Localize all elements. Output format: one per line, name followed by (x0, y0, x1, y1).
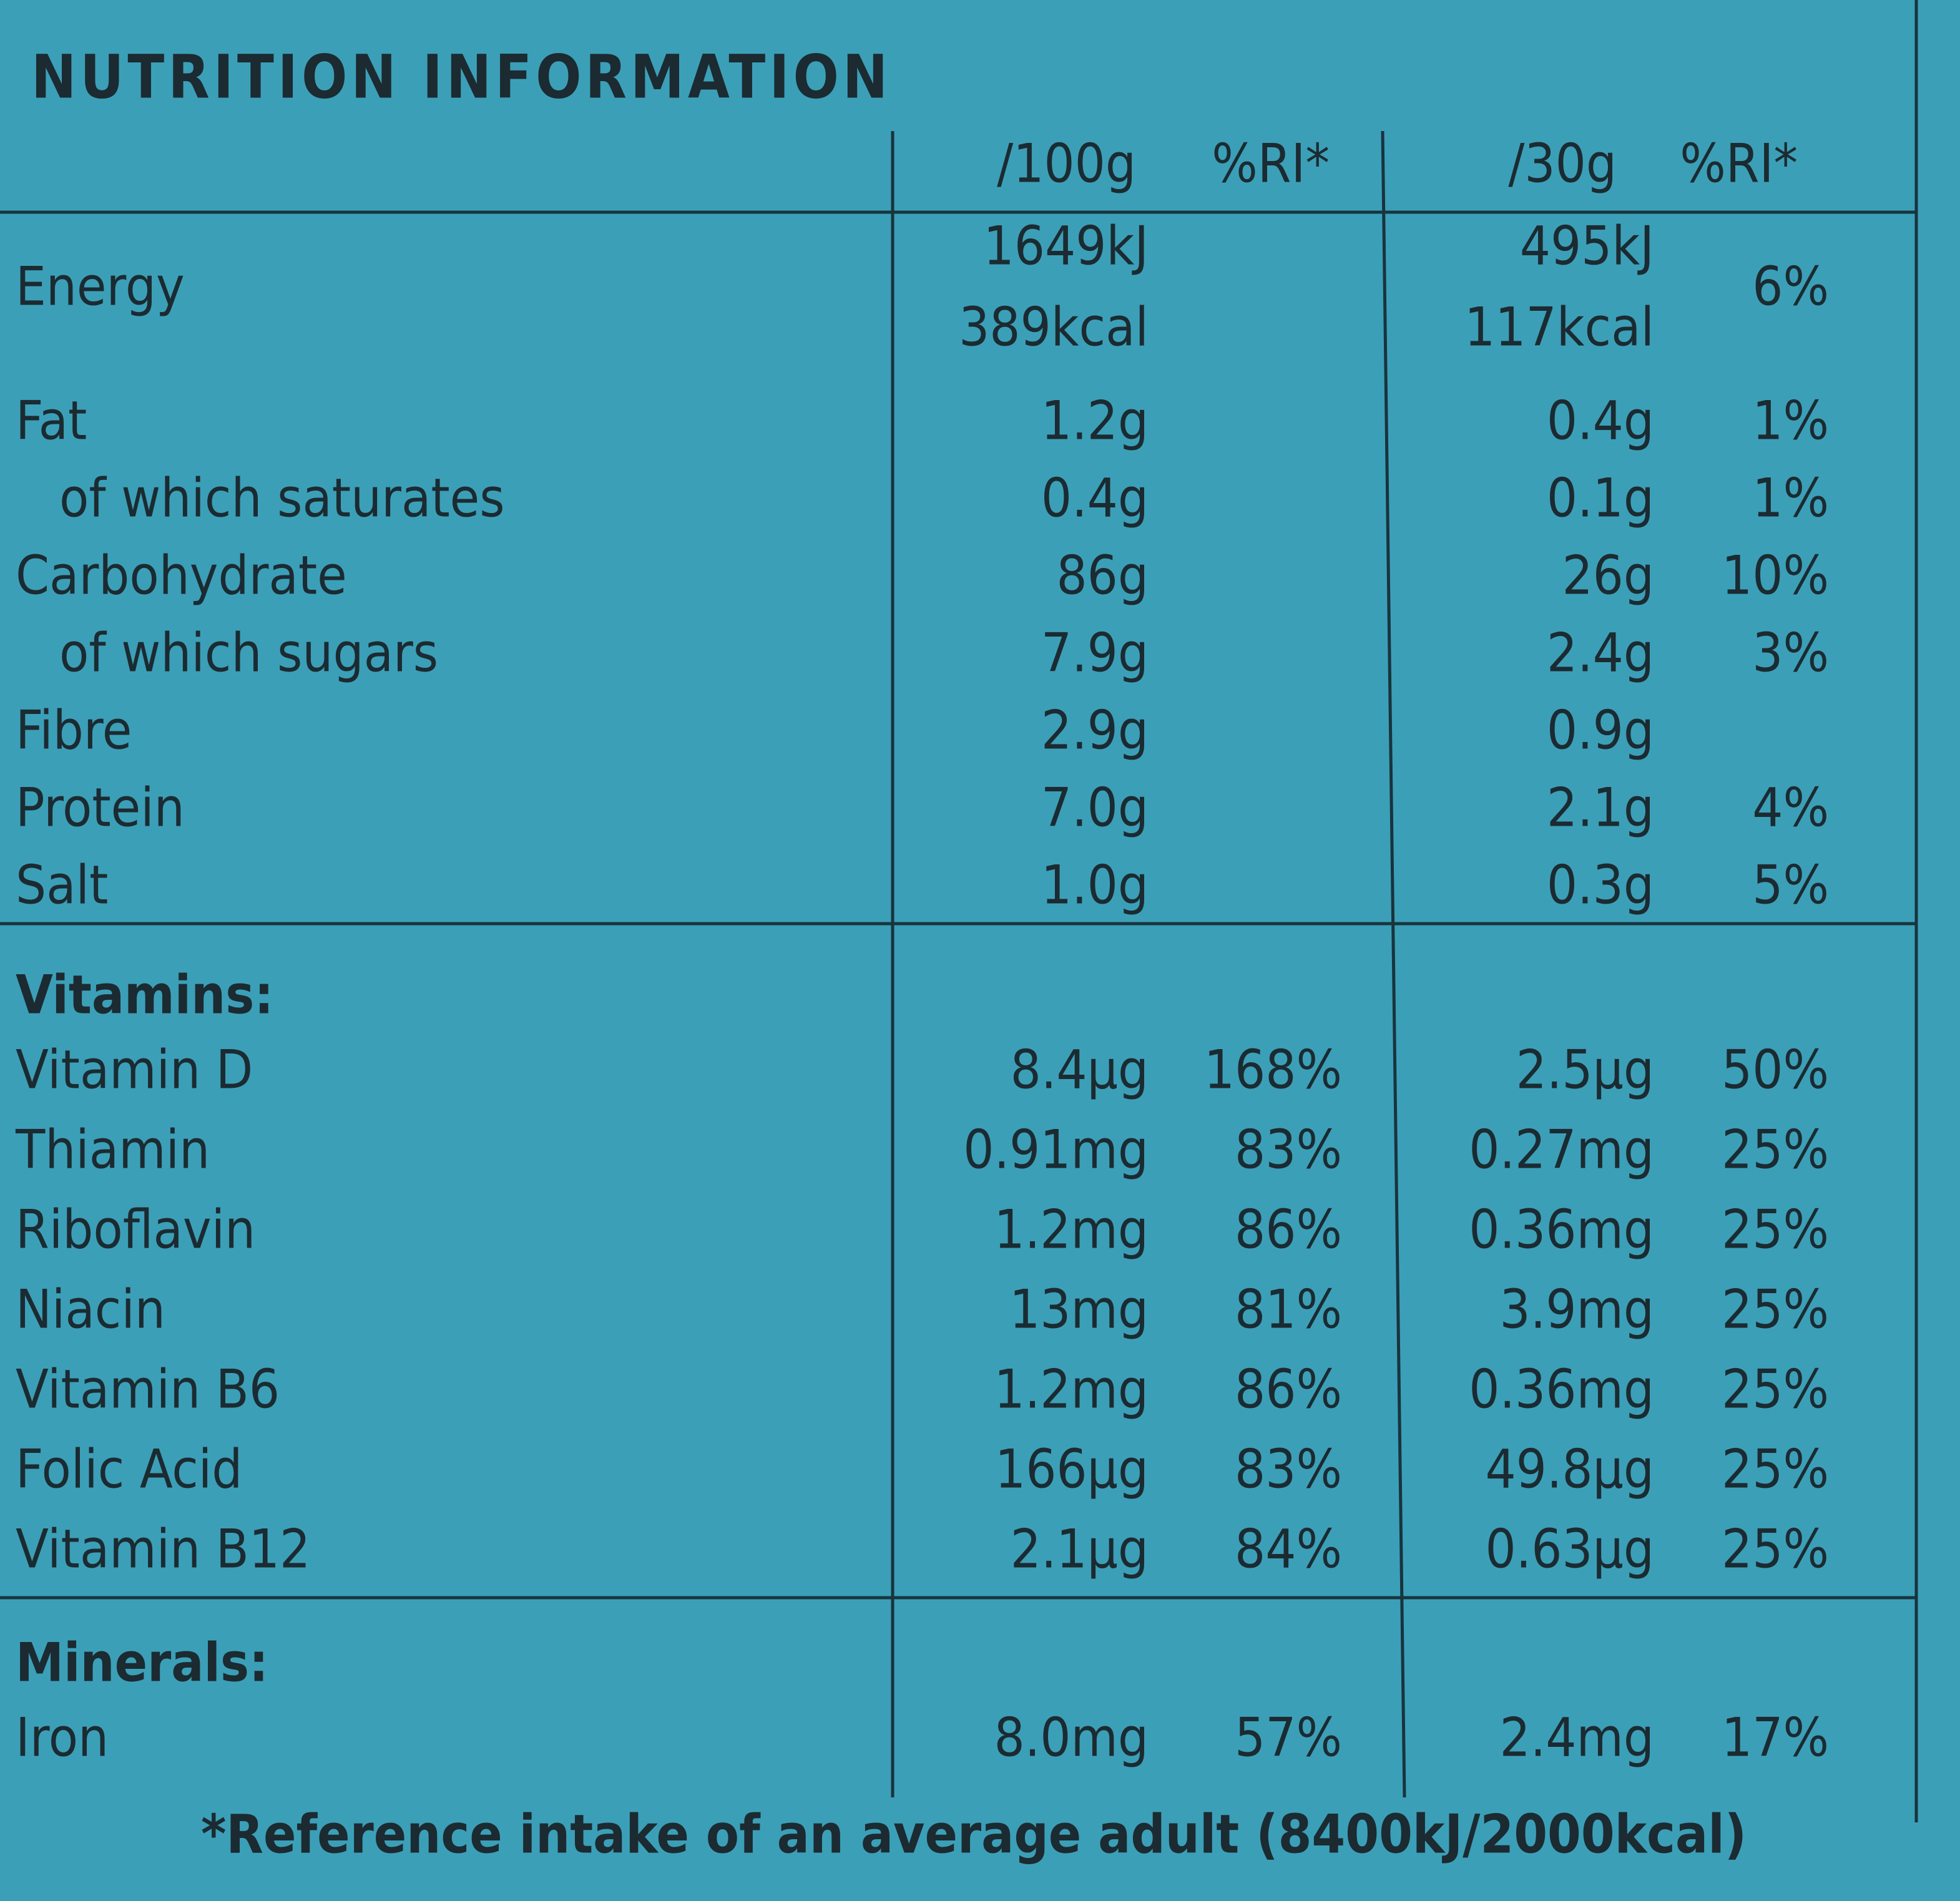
cell: 0.9g (1547, 699, 1654, 761)
row-label: of which sugars (59, 622, 438, 684)
cell: 168% (1204, 1038, 1342, 1101)
row-label: Iron (16, 1706, 109, 1769)
row-label: Vitamin B6 (16, 1358, 280, 1420)
column-header: %RI* (1680, 132, 1798, 195)
cell: 8.4µg (1011, 1038, 1149, 1101)
row-label: Niacin (16, 1278, 165, 1341)
cell: 1.0g (1041, 854, 1149, 916)
cell: 25% (1722, 1518, 1829, 1580)
row-label: Folic Acid (16, 1438, 242, 1500)
cell: 13mg (1009, 1278, 1149, 1341)
row-label: Vitamin B12 (16, 1518, 310, 1580)
cell: 8.0mg (994, 1706, 1149, 1769)
cell: 0.4g (1041, 467, 1149, 529)
cell: 49.8µg (1485, 1438, 1654, 1500)
cell: 25% (1722, 1438, 1829, 1500)
section-heading: Minerals: (16, 1631, 268, 1694)
cell: 6% (1752, 255, 1829, 318)
row-label: of which saturates (59, 467, 505, 529)
row-label: Energy (16, 255, 185, 318)
row-label: Vitamin D (16, 1038, 253, 1101)
cell: 0.4g (1547, 389, 1654, 452)
cell: 25% (1722, 1118, 1829, 1181)
row-label: Protein (16, 776, 185, 839)
cell: 84% (1235, 1518, 1342, 1580)
cell: 7.0g (1041, 776, 1149, 839)
row-label: Carbohydrate (16, 544, 347, 607)
cell: 0.1g (1547, 467, 1654, 529)
cell: 1649kJ (984, 215, 1149, 277)
section-heading: Vitamins: (16, 964, 273, 1026)
cell: 25% (1722, 1358, 1829, 1420)
cell: 25% (1722, 1198, 1829, 1261)
cell: 4% (1752, 776, 1829, 839)
cell: 7.9g (1041, 622, 1149, 684)
cell: 117kcal (1464, 296, 1654, 358)
cell: 2.1g (1547, 776, 1654, 839)
cell: 166µg (995, 1438, 1149, 1500)
cell: 1% (1752, 389, 1829, 452)
title: NUTRITION INFORMATION (31, 42, 891, 112)
cell: 0.36mg (1469, 1358, 1654, 1420)
column-header: /100g (997, 132, 1136, 195)
cell: 25% (1722, 1278, 1829, 1341)
cell: 1.2mg (994, 1358, 1149, 1420)
cell: 2.4mg (1499, 1706, 1654, 1769)
cell: 17% (1722, 1706, 1829, 1769)
cell: 1.2mg (994, 1198, 1149, 1261)
cell: 2.1µg (1011, 1518, 1149, 1580)
cell: 0.3g (1547, 854, 1654, 916)
cell: 57% (1235, 1706, 1342, 1769)
cell: 10% (1722, 544, 1829, 607)
cell: 86% (1235, 1358, 1342, 1420)
cell: 0.63µg (1485, 1518, 1654, 1580)
footnote: *Reference intake of an average adult (8… (201, 1803, 1747, 1865)
row-label: Salt (16, 854, 108, 916)
cell: 83% (1235, 1118, 1342, 1181)
row-label: Fat (16, 389, 87, 452)
cell: 50% (1722, 1038, 1829, 1101)
column-header: %RI* (1212, 132, 1330, 195)
cell: 5% (1752, 854, 1829, 916)
cell: 3% (1752, 622, 1829, 684)
column-header: /30g (1508, 132, 1617, 195)
cell: 0.36mg (1469, 1198, 1654, 1261)
cell: 2.4g (1547, 622, 1654, 684)
cell: 26g (1562, 544, 1654, 607)
cell: 3.9mg (1499, 1278, 1654, 1341)
cell: 495kJ (1520, 215, 1654, 277)
row-label: Thiamin (15, 1118, 210, 1181)
cell: 389kcal (959, 296, 1149, 358)
row-label: Riboflavin (16, 1198, 255, 1261)
cell: 1% (1752, 467, 1829, 529)
cell: 86% (1235, 1198, 1342, 1261)
cell: 81% (1235, 1278, 1342, 1341)
cell: 83% (1235, 1438, 1342, 1500)
cell: 86g (1056, 544, 1149, 607)
cell: 2.5µg (1516, 1038, 1654, 1101)
column-rule (1381, 130, 1406, 1798)
cell: 0.27mg (1469, 1118, 1654, 1181)
row-label: Fibre (16, 699, 132, 761)
cell: 2.9g (1041, 699, 1149, 761)
cell: 1.2g (1041, 389, 1149, 452)
cell: 0.91mg (963, 1118, 1149, 1181)
